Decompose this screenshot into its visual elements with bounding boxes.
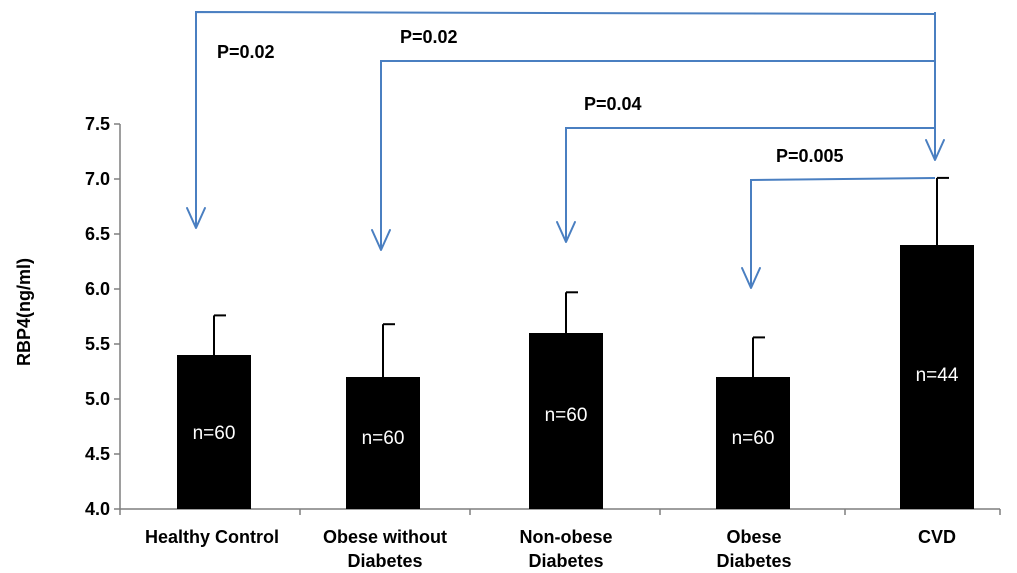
bar [346, 377, 420, 509]
p-value-label: P=0.02 [217, 42, 275, 62]
significance-brackets: P=0.02 P=0.02 P=0.04 P=0.005 [186, 10, 945, 289]
y-tick-label: 5.5 [85, 334, 110, 354]
x-category-label: Healthy Control [145, 527, 279, 547]
arrow-head [556, 221, 576, 243]
p-value-label: P=0.02 [400, 27, 458, 47]
axes: 4.0 4.5 5.0 5.5 6.0 6.5 7.0 7.5 Healthy Control O… [85, 114, 1001, 571]
p-value-label: P=0.005 [776, 146, 844, 166]
sample-size-label: n=60 [545, 405, 588, 426]
y-tick-label: 7.5 [85, 114, 110, 134]
sample-size-label: n=44 [916, 365, 959, 386]
arrow-head [741, 267, 761, 289]
y-tick-label: 4.5 [85, 444, 110, 464]
significance-bracket [565, 127, 935, 242]
y-tick-label: 5.0 [85, 389, 110, 409]
bar [177, 355, 251, 509]
sample-size-label: n=60 [732, 428, 775, 449]
arrow-head [371, 229, 391, 251]
bar [900, 245, 974, 509]
sample-size-label: n=60 [193, 423, 236, 444]
bar [529, 333, 603, 509]
x-category-label: CVD [918, 527, 956, 547]
arrow-head [186, 207, 206, 229]
y-tick-label: 6.5 [85, 224, 110, 244]
significance-bracket [380, 60, 935, 250]
x-category-label: Obese without Diabetes [323, 527, 447, 571]
x-category-label: Obese Diabetes [716, 527, 791, 571]
significance-bracket [750, 177, 936, 288]
significance-bracket [195, 10, 936, 228]
x-category-label: Non-obese Diabetes [519, 527, 612, 571]
bars: n=60 n=60 n=60 n=60 n=44 [177, 176, 974, 509]
sample-size-label: n=60 [362, 428, 405, 449]
p-value-label: P=0.04 [584, 94, 642, 114]
bar [716, 377, 790, 509]
y-axis-label: RBP4(ng/ml) [14, 258, 34, 366]
y-tick-label: 6.0 [85, 279, 110, 299]
y-tick-label: 7.0 [85, 169, 110, 189]
arrow-head [925, 139, 945, 161]
y-tick-label: 4.0 [85, 499, 110, 519]
